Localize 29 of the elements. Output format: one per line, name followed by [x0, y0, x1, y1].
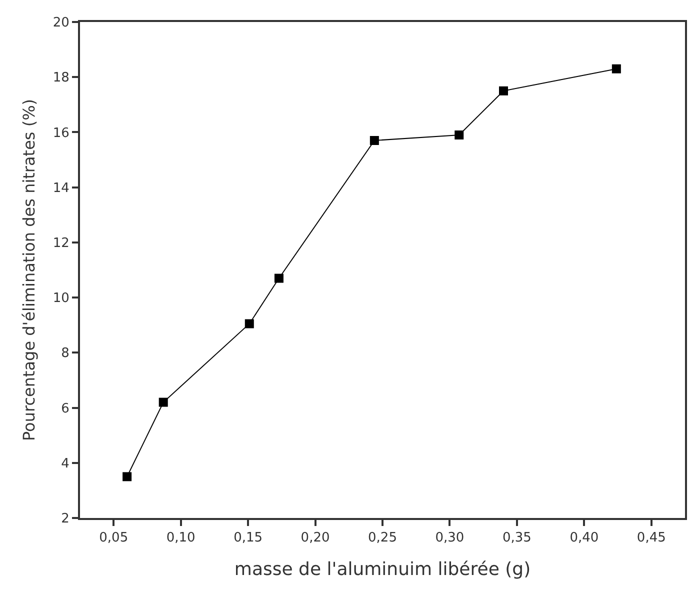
y-tick-label: 8 [61, 346, 70, 362]
x-tick-label: 0,25 [368, 530, 397, 546]
y-tick-label: 20 [52, 16, 70, 31]
point [499, 86, 508, 96]
point [122, 472, 132, 482]
y-axis-title: Pourcentage d'élimination des nitrates (%) [19, 98, 38, 442]
point [274, 274, 284, 283]
y-tick-label: 12 [52, 236, 70, 251]
x-axis-title: masse de l'aluminuim libérée (g) [234, 559, 531, 580]
x-tick-label: 0,35 [502, 530, 532, 546]
y-tick-label: 4 [61, 456, 70, 472]
point [244, 319, 254, 328]
point [370, 136, 379, 145]
y-tick-label: 16 [52, 126, 70, 141]
y-tick-label: 18 [52, 70, 70, 86]
y-tick-label: 10 [52, 291, 70, 306]
y-tick-label: 2 [61, 512, 70, 527]
x-tick-label: 0,10 [166, 530, 196, 546]
point [454, 130, 464, 140]
y-tick-label: 14 [52, 180, 70, 196]
x-tick-label: 0,40 [570, 530, 599, 546]
point [612, 64, 621, 74]
point [158, 398, 168, 407]
x-tick-label: 0,45 [636, 530, 666, 546]
x-tick-label: 0,05 [99, 530, 128, 546]
y-tick-label: 6 [61, 401, 70, 416]
x-tick-label: 0,15 [234, 530, 263, 546]
x-tick-label: 0,30 [435, 530, 464, 546]
x-tick-label: 0,20 [300, 530, 330, 546]
